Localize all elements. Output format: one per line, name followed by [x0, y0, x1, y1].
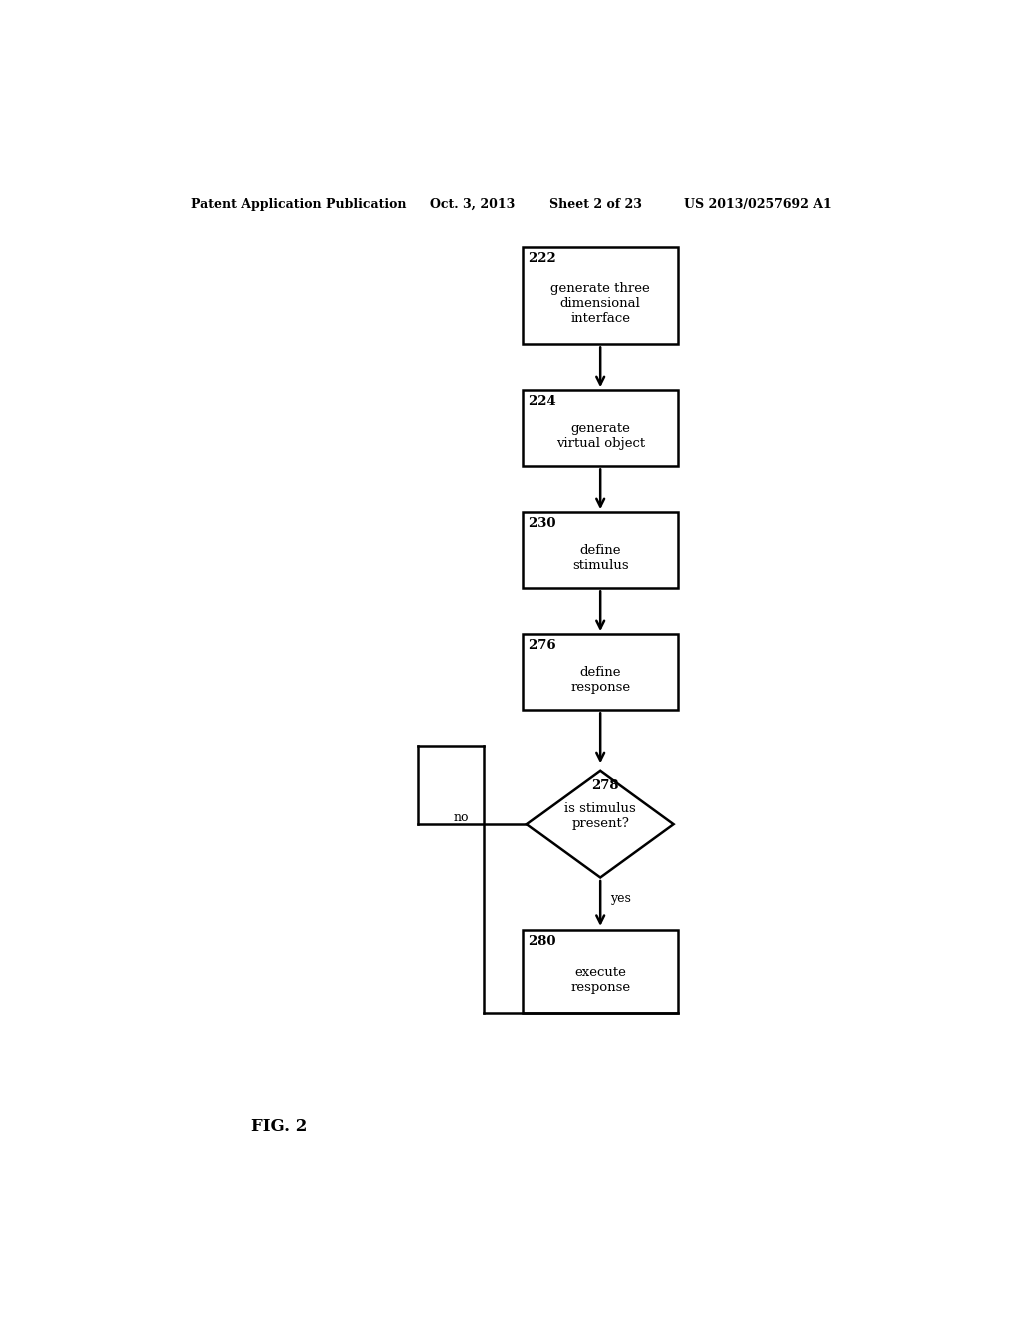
Text: 278: 278: [591, 779, 618, 792]
Text: US 2013/0257692 A1: US 2013/0257692 A1: [684, 198, 831, 211]
Bar: [523, 512, 678, 587]
Text: no: no: [454, 810, 469, 824]
Text: 222: 222: [528, 252, 556, 265]
Text: yes: yes: [610, 892, 632, 906]
Polygon shape: [526, 771, 674, 878]
Bar: [523, 247, 678, 345]
Text: define
stimulus: define stimulus: [571, 544, 629, 572]
Text: is stimulus
present?: is stimulus present?: [564, 803, 636, 830]
Bar: [523, 389, 678, 466]
Bar: [523, 929, 678, 1014]
Text: generate
virtual object: generate virtual object: [556, 422, 645, 450]
Bar: [523, 634, 678, 710]
Text: 280: 280: [528, 935, 556, 948]
Text: 276: 276: [528, 639, 556, 652]
Text: define
response: define response: [570, 665, 630, 694]
Text: execute
response: execute response: [570, 966, 630, 994]
Text: generate three
dimensional
interface: generate three dimensional interface: [550, 282, 650, 325]
Text: 224: 224: [528, 395, 556, 408]
Text: Patent Application Publication: Patent Application Publication: [191, 198, 407, 211]
Text: 230: 230: [528, 516, 556, 529]
Text: Sheet 2 of 23: Sheet 2 of 23: [549, 198, 641, 211]
Text: FIG. 2: FIG. 2: [251, 1118, 307, 1134]
Text: Oct. 3, 2013: Oct. 3, 2013: [430, 198, 515, 211]
